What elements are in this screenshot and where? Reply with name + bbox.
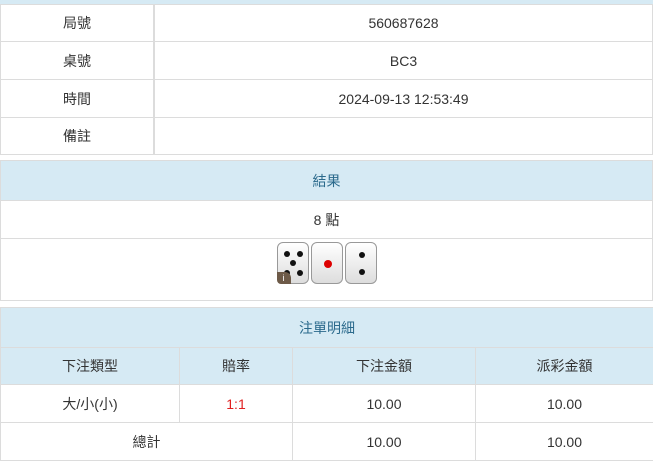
total-row: 總計 10.00 10.00 — [0, 422, 653, 461]
col-odds: 賠率 — [179, 347, 293, 385]
result-table: 結果 8 點 i — [0, 160, 653, 301]
value-round: 560687628 — [153, 4, 653, 42]
result-points: 8 點 — [0, 200, 653, 239]
bet-amount: 10.00 — [292, 384, 476, 423]
bet-type: 大/小(小) — [0, 384, 180, 423]
label-table: 桌號 — [0, 41, 155, 80]
row-table: 桌號 BC3 — [0, 41, 653, 80]
row-time: 時間 2024-09-13 12:53:49 — [0, 79, 653, 118]
label-time: 時間 — [0, 79, 155, 118]
bet-details-table: 注單明細 下注類型 賠率 下注金額 派彩金額 大/小(小) 1:1 10.00 … — [0, 307, 653, 461]
die-five-icon: i — [276, 242, 309, 284]
total-label: 總計 — [0, 422, 293, 461]
col-payout: 派彩金額 — [475, 347, 653, 385]
die-two-icon — [344, 242, 377, 284]
row-round: 局號 560687628 — [0, 4, 653, 42]
total-amount: 10.00 — [292, 422, 476, 461]
value-table: BC3 — [153, 41, 653, 80]
col-bet-amount: 下注金額 — [292, 347, 476, 385]
payout: 10.00 — [475, 384, 653, 423]
label-note: 備註 — [0, 117, 155, 155]
column-headers: 下注類型 賠率 下注金額 派彩金額 — [0, 347, 653, 385]
odds: 1:1 — [179, 384, 293, 423]
total-payout: 10.00 — [475, 422, 653, 461]
info-badge-icon[interactable]: i — [276, 272, 291, 284]
die-one-icon — [310, 242, 343, 284]
top-band — [0, 0, 653, 4]
bet-details-header: 注單明細 — [0, 307, 653, 348]
row-note: 備註 — [0, 117, 653, 155]
label-round: 局號 — [0, 4, 155, 42]
value-time: 2024-09-13 12:53:49 — [153, 79, 653, 118]
dice-row: i — [1, 239, 652, 284]
round-info-table: 局號 560687628 桌號 BC3 時間 2024-09-13 12:53:49 … — [0, 4, 653, 155]
table-row: 大/小(小) 1:1 10.00 10.00 — [0, 384, 653, 423]
value-note — [153, 117, 653, 155]
col-bet-type: 下注類型 — [0, 347, 180, 385]
result-header: 結果 — [0, 160, 653, 201]
